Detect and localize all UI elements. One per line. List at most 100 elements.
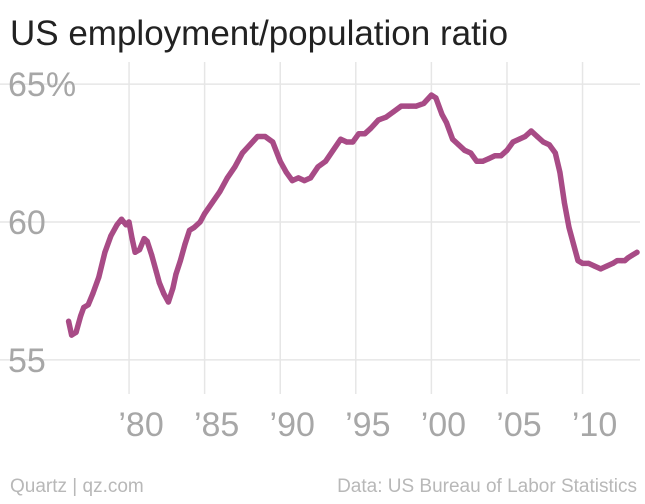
data-point (383, 114, 389, 120)
data-point (114, 222, 120, 228)
data-point (610, 260, 616, 266)
data-point (362, 131, 368, 137)
data-point (295, 175, 301, 181)
data-point (283, 169, 289, 175)
data-point (330, 147, 336, 153)
data-point (170, 285, 176, 291)
data-point (398, 103, 404, 109)
footer-data-credit: Data: US Bureau of Labor Statistics (337, 476, 637, 497)
data-point (69, 332, 75, 338)
data-point (421, 100, 427, 106)
data-point (129, 236, 135, 242)
data-point (173, 271, 179, 277)
data-point (161, 291, 167, 297)
data-point (323, 158, 329, 164)
data-point (85, 302, 91, 308)
data-point (90, 291, 96, 297)
data-point (406, 103, 412, 109)
data-point (132, 249, 138, 255)
data-point (504, 147, 510, 153)
data-point (156, 280, 162, 286)
data-point (528, 128, 534, 134)
series-line-0 (65, 92, 640, 338)
x-tick-label-1990: ’90 (270, 406, 315, 444)
data-point (177, 258, 183, 264)
data-point (592, 263, 598, 269)
data-point (289, 178, 295, 184)
data-point (474, 158, 480, 164)
data-point (96, 274, 102, 280)
data-point (81, 304, 87, 311)
data-point (480, 158, 486, 164)
chart-title: US employment/population ratio (10, 14, 509, 53)
data-point (516, 136, 522, 142)
x-tick-label-1980: ’80 (118, 406, 163, 444)
data-point (338, 136, 344, 142)
footer-source-brand: Quartz | qz.com (10, 476, 144, 497)
data-point (262, 133, 268, 140)
data-point (391, 109, 397, 115)
x-tick-label-1995: ’95 (345, 406, 390, 444)
data-point (270, 139, 276, 145)
data-point (561, 200, 568, 206)
y-tick-label-65: 65% (8, 66, 76, 104)
data-point (456, 142, 462, 148)
data-point (217, 189, 223, 195)
data-point (492, 153, 498, 159)
data-point (614, 258, 620, 264)
series-layer (65, 92, 640, 338)
x-tick-label-1985: ’85 (194, 406, 239, 444)
data-point (570, 241, 577, 247)
data-point (428, 92, 434, 98)
data-point (239, 150, 245, 156)
x-tick-label-2005: ’05 (496, 406, 541, 444)
data-point (625, 255, 631, 261)
data-point (209, 200, 215, 206)
data-point (202, 211, 208, 217)
x-axis-ticks: ’80 ’85 ’90 ’95 ’00 ’05 ’10 (118, 406, 617, 444)
data-point (144, 238, 150, 244)
data-point (534, 133, 540, 140)
data-point (604, 263, 610, 269)
data-point (108, 233, 114, 239)
data-point (540, 139, 546, 145)
data-point (598, 266, 604, 272)
data-point (413, 103, 419, 109)
gridlines (0, 62, 640, 394)
data-point (546, 142, 552, 148)
data-point (73, 329, 79, 335)
data-point (522, 133, 528, 140)
data-point (254, 133, 261, 140)
y-axis-ticks: 65% 60 55 (8, 66, 76, 380)
data-point (224, 175, 230, 181)
data-point (450, 136, 456, 142)
data-point (468, 150, 474, 156)
data-point (301, 178, 307, 184)
data-point (137, 247, 143, 253)
x-tick-label-2000: ’00 (421, 406, 466, 444)
data-point (375, 117, 382, 123)
y-tick-label-55: 55 (8, 342, 46, 380)
data-point (126, 219, 132, 225)
data-point (197, 219, 203, 225)
data-point (307, 175, 314, 181)
data-point (191, 224, 197, 231)
data-point (165, 299, 171, 305)
data-point (78, 313, 84, 319)
data-point (433, 95, 439, 101)
data-point (586, 260, 592, 266)
data-point (232, 164, 238, 170)
data-point (315, 164, 321, 170)
data-point (498, 153, 504, 159)
data-point (462, 147, 468, 153)
data-point (153, 269, 159, 275)
data-point (277, 158, 283, 164)
data-point (344, 139, 350, 145)
x-tick-label-2010: ’10 (572, 406, 617, 444)
data-point (149, 252, 155, 258)
data-point (439, 111, 445, 117)
data-point (356, 131, 362, 137)
data-point (368, 125, 374, 131)
data-point (557, 169, 563, 175)
data-point (510, 139, 516, 145)
